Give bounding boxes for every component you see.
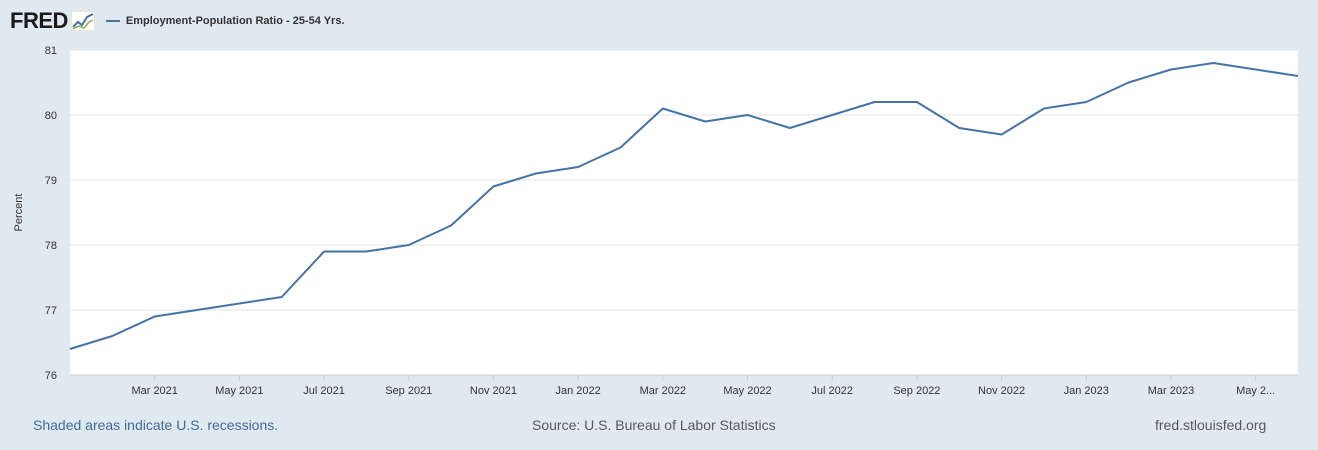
x-tick-label: Mar 2021 (131, 385, 177, 397)
y-tick-label: 77 (45, 305, 57, 317)
y-tick-label: 79 (45, 175, 57, 187)
chart-graph-icon (70, 11, 95, 31)
x-tick-label: Sep 2022 (893, 385, 940, 397)
x-axis-ticks: Mar 2021 May 2021 Jul 2021 Sep 2021 Nov 2021… (131, 375, 1275, 397)
x-tick-label: May 2021 (215, 385, 263, 397)
fred-logo-text: FRED (10, 8, 68, 33)
source-note[interactable]: Source: U.S. Bureau of Labor Statistics (532, 417, 776, 433)
x-tick-label: Jan 2022 (556, 385, 601, 397)
chart-header: FRED Employment-Population Ratio - 25-54… (10, 8, 345, 34)
y-tick-label: 78 (45, 240, 57, 252)
x-tick-label: Jul 2022 (811, 385, 853, 397)
site-link[interactable]: fred.stlouisfed.org (1155, 417, 1267, 433)
y-tick-label: 76 (45, 370, 57, 382)
line-chart[interactable]: 76 77 78 79 80 81 Mar 2021 May 2021 Jul 2021 Sep… (0, 0, 1318, 410)
recessions-note[interactable]: Shaded areas indicate U.S. recessions. (33, 417, 279, 433)
x-tick-label: Mar 2023 (1148, 385, 1194, 397)
fred-logo[interactable]: FRED (10, 10, 95, 32)
legend-line-swatch (105, 20, 120, 22)
x-tick-label: Jan 2023 (1064, 385, 1109, 397)
series-line[interactable] (69, 62, 1299, 350)
y-tick-label: 80 (45, 110, 57, 122)
x-tick-label: May 2022 (723, 385, 771, 397)
x-tick-label: Jul 2021 (303, 385, 345, 397)
x-tick-label: Mar 2022 (640, 385, 686, 397)
chart-legend[interactable]: Employment-Population Ratio - 25-54 Yrs. (105, 15, 345, 27)
y-tick-label: 81 (45, 45, 57, 57)
x-tick-label: Nov 2021 (470, 385, 517, 397)
plot-area (70, 50, 1298, 375)
x-tick-label: Sep 2021 (385, 385, 432, 397)
x-tick-label: May 2... (1236, 385, 1275, 397)
y-axis-label: Percent (13, 194, 25, 232)
legend-series-label: Employment-Population Ratio - 25-54 Yrs. (125, 15, 345, 27)
x-tick-label: Nov 2022 (978, 385, 1025, 397)
y-axis-ticks: 76 77 78 79 80 81 (45, 45, 57, 382)
